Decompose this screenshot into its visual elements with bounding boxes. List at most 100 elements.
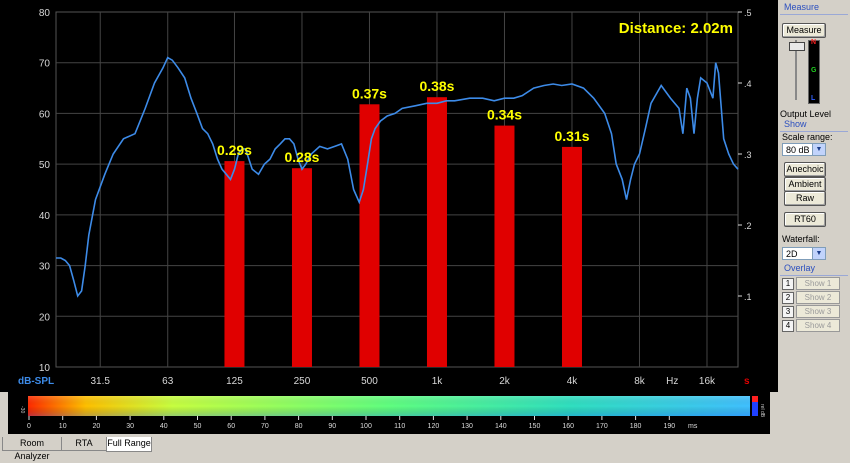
- waterfall-tick-label: 40: [160, 423, 168, 430]
- x-tick-label: 2k: [499, 376, 511, 387]
- overlay-show-2-button[interactable]: Show 2: [796, 291, 840, 304]
- plot-area: [55, 11, 739, 368]
- y2-tick-label: .5: [744, 8, 752, 18]
- scale-range-label: Scale range:: [782, 132, 833, 142]
- y2-tick-label: .4: [744, 79, 752, 89]
- y2-axis-label: s: [744, 376, 750, 387]
- x-tick-label: 250: [294, 376, 311, 387]
- anechoic-button[interactable]: Anechoic: [784, 162, 826, 177]
- waterfall-select[interactable]: 2D ▼: [782, 247, 826, 260]
- y2-tick-label: .1: [744, 292, 752, 302]
- waterfall-tick-label: 30: [126, 423, 134, 430]
- overlay-number-2[interactable]: 2: [782, 292, 794, 304]
- rt60-bar-label: 0.29s: [217, 142, 252, 158]
- y-tick-label: 80: [39, 8, 51, 19]
- ambient-button[interactable]: Ambient: [784, 177, 826, 192]
- output-level-label: Output Level: [780, 109, 832, 119]
- waterfall-tick-label: 110: [394, 423, 405, 430]
- meter-label-g: G: [811, 67, 817, 74]
- rt60-value-labels: 0.29s 0.28s 0.37s 0.38s 0.34s 0.31s: [217, 78, 590, 165]
- output-level-meter: N G L: [808, 39, 820, 104]
- y2-tick-label: .3: [744, 150, 752, 160]
- y-axis-label: dB-SPL: [18, 376, 54, 387]
- y-tick-label: 10: [39, 363, 51, 374]
- waterfall-tick-label: 10: [59, 423, 67, 430]
- overlay-show-4-button[interactable]: Show 4: [796, 319, 840, 332]
- x-tick-label: 31.5: [91, 376, 111, 387]
- y2-axis-ticks: .1 .2 .3 .4 .5: [738, 8, 752, 302]
- waterfall-tick-label: 50: [194, 423, 202, 430]
- rt60-bar-label: 0.37s: [352, 85, 387, 101]
- x-tick-label: 4k: [567, 376, 579, 387]
- waterfall-unit: ms: [688, 423, 698, 430]
- y-tick-label: 30: [39, 262, 51, 273]
- waterfall-label: Waterfall:: [782, 234, 820, 244]
- rt60-bar: [291, 168, 312, 367]
- rt60-bar: [426, 97, 447, 367]
- scale-range-value: 80 dB: [786, 145, 810, 155]
- waterfall-legend-bottom-label: -30: [19, 406, 25, 413]
- y-tick-label: 20: [39, 312, 51, 323]
- overlay-number-4[interactable]: 4: [782, 320, 794, 332]
- x-tick-label: 8k: [634, 376, 646, 387]
- waterfall-tick-label: 180: [630, 423, 642, 430]
- show-group-divider: [780, 131, 848, 132]
- waterfall-tick-label: 190: [663, 423, 675, 430]
- overlay-group-divider: [780, 275, 848, 276]
- measure-group-title: Measure: [784, 2, 820, 12]
- x-tick-label: 1k: [432, 376, 444, 387]
- tab-rta[interactable]: RTA: [61, 437, 107, 451]
- waterfall-value: 2D: [786, 249, 798, 259]
- tab-bar: Room Analyzer RTA Full Range: [0, 436, 850, 461]
- overlay-group-title: Overlay: [784, 263, 816, 273]
- waterfall-tick-label: 20: [93, 423, 101, 430]
- waterfall-legend-top: [752, 396, 758, 402]
- waterfall-tick-label: 90: [328, 423, 336, 430]
- rt60-button[interactable]: RT60: [784, 212, 826, 227]
- distance-readout: Distance: 2.02m: [619, 20, 733, 37]
- waterfall-tick-label: 100: [360, 423, 372, 430]
- frequency-response-line: [56, 56, 739, 298]
- slider-thumb[interactable]: [789, 42, 805, 51]
- rt60-bar-label: 0.38s: [419, 78, 454, 94]
- y-tick-label: 60: [39, 109, 51, 120]
- y-axis-ticks: 10 20 30 40 50 60 70 80: [39, 8, 51, 374]
- raw-button[interactable]: Raw: [784, 191, 826, 206]
- frequency-response-chart: 0.29s 0.28s 0.37s 0.38s 0.34s 0.31s 10 20 30 40 5…: [0, 0, 778, 392]
- meter-label-l: L: [811, 95, 816, 102]
- overlay-number-3[interactable]: 3: [782, 306, 794, 318]
- measure-button[interactable]: Measure: [782, 23, 826, 38]
- chevron-down-icon[interactable]: ▼: [812, 248, 825, 259]
- rt60-bar: [494, 125, 515, 367]
- waterfall-tick-label: 140: [495, 423, 507, 430]
- show-group-title: Show: [784, 119, 807, 129]
- chevron-down-icon[interactable]: ▼: [812, 144, 825, 155]
- waterfall-time-ticks: 0 10 20 30 40 50 60 70 80 90 100 110 120 130 140 150 160…: [27, 416, 675, 430]
- measure-group-divider: [780, 14, 848, 15]
- rt60-bar-label: 0.31s: [554, 128, 589, 144]
- scale-range-select[interactable]: 80 dB ▼: [782, 143, 826, 156]
- y-tick-label: 70: [39, 59, 51, 70]
- y2-tick-label: .2: [744, 221, 752, 231]
- x-tick-label: 16k: [699, 376, 716, 387]
- x-tick-label: 63: [162, 376, 174, 387]
- waterfall-tick-label: 60: [227, 423, 235, 430]
- x-tick-label: 500: [361, 376, 378, 387]
- output-level-slider[interactable]: [786, 40, 806, 100]
- x-axis-ticks: 31.5 63 125 250 500 1k 2k 4k 8k Hz 16k: [91, 376, 717, 387]
- overlay-show-3-button[interactable]: Show 3: [796, 305, 840, 318]
- overlay-number-1[interactable]: 1: [782, 278, 794, 290]
- meter-label-n: N: [811, 39, 817, 46]
- rt60-bar: [359, 104, 380, 368]
- waterfall-legend-top-label: rel dB: [759, 404, 765, 418]
- rt60-bars: [224, 97, 582, 368]
- waterfall-tick-label: 120: [428, 423, 440, 430]
- waterfall-tick-label: 170: [596, 423, 608, 430]
- tab-full-range[interactable]: Full Range: [106, 437, 152, 452]
- rt60-bar: [224, 161, 245, 367]
- rt60-bar: [561, 146, 582, 367]
- overlay-show-1-button[interactable]: Show 1: [796, 277, 840, 290]
- rt60-bar-label: 0.28s: [284, 149, 319, 165]
- rt60-bar-label: 0.34s: [487, 107, 522, 123]
- tab-room-analyzer[interactable]: Room Analyzer: [2, 437, 62, 461]
